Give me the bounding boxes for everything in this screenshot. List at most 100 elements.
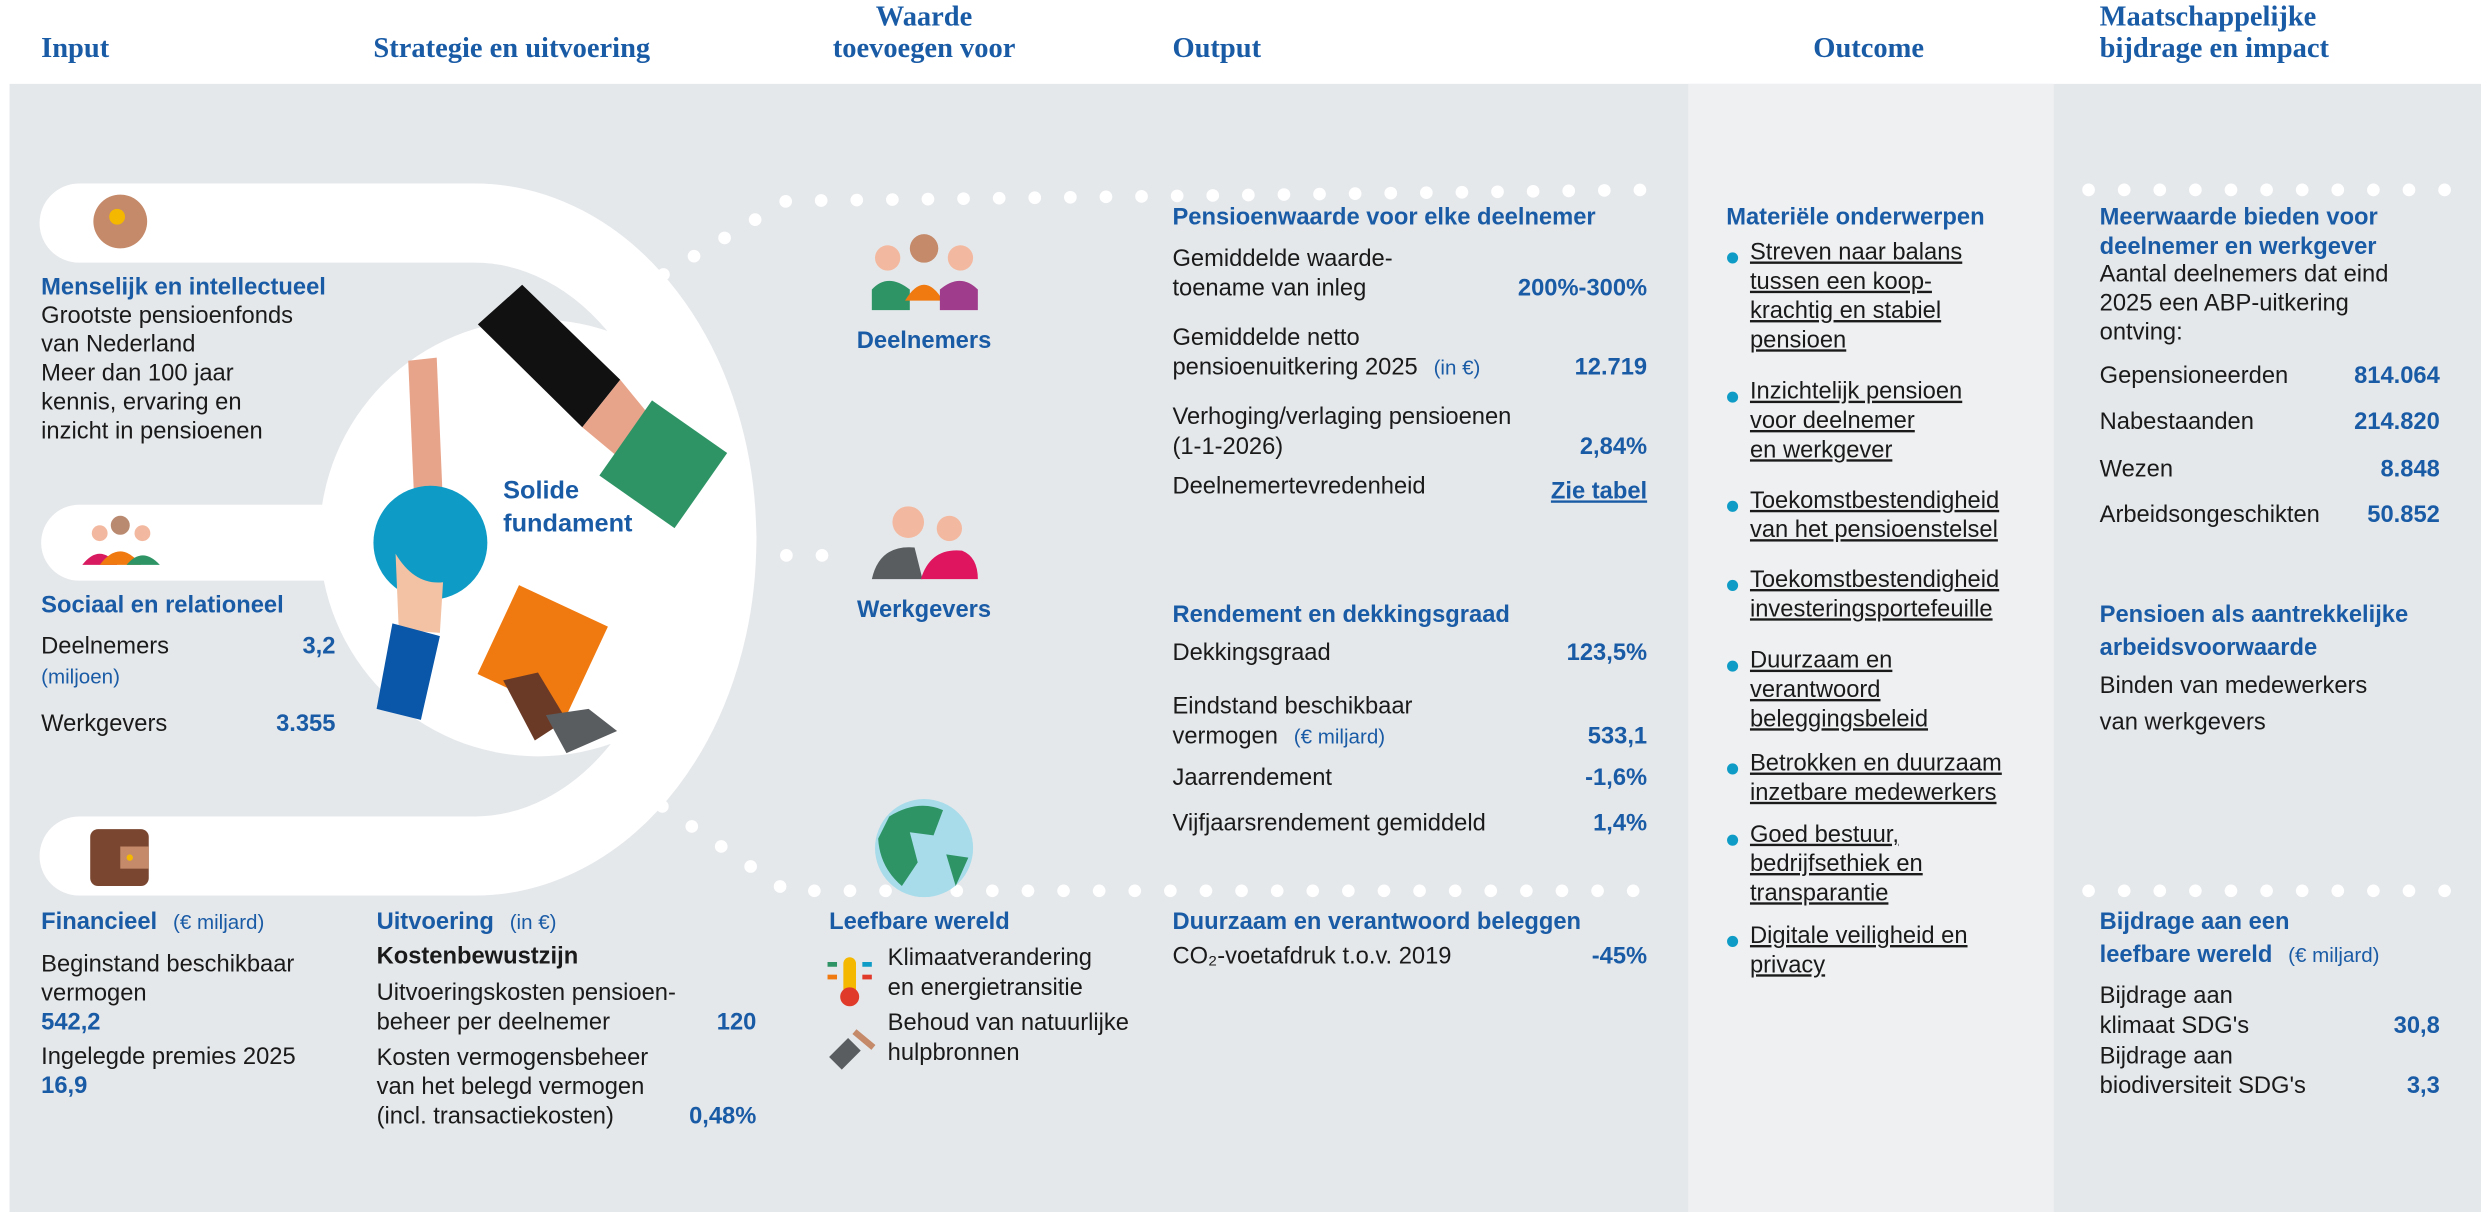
bullet — [1727, 936, 1738, 947]
item-label: toename van inleg — [1172, 276, 1366, 302]
item-label: (incl. transactiekosten) — [377, 1103, 614, 1129]
link[interactable]: Zie tabel — [1551, 478, 1647, 504]
group-label: Deelnemers — [857, 328, 991, 354]
unit: (in €) — [1434, 357, 1481, 380]
item-label: van het belegd vermogen — [377, 1074, 645, 1100]
column-header: Maatschappelijke — [2100, 1, 2317, 32]
bullet — [1727, 835, 1738, 846]
section-title: deelnemer en werkgever — [2100, 234, 2377, 260]
group-label: Werkgevers — [857, 597, 991, 623]
item-label: Gepensioneerden — [2100, 363, 2289, 389]
topic-link[interactable]: voor deelnemer — [1750, 408, 1915, 434]
item-label: beheer per deelnemer — [377, 1009, 610, 1035]
topic-link[interactable]: Goed bestuur, — [1750, 822, 1899, 848]
topic-link[interactable]: krachtig en stabiel — [1750, 298, 1941, 324]
topic-link[interactable]: bedrijfsethiek en — [1750, 851, 1923, 877]
unit: (€ miljard) — [173, 911, 264, 934]
section-title: Duurzaam en verantwoord beleggen — [1172, 909, 1581, 935]
section-title: Pensioenwaarde voor elke deelnemer — [1172, 205, 1595, 231]
body-text: inzicht in pensioenen — [41, 419, 263, 445]
bullet — [1727, 580, 1738, 591]
item-value: 30,8 — [2394, 1013, 2440, 1039]
body-text: Grootste pensioenfonds — [41, 303, 293, 329]
item-value: 3,3 — [2407, 1073, 2440, 1099]
column-header: Waarde — [876, 1, 972, 32]
item-value: -1,6% — [1585, 765, 1647, 791]
topic-link[interactable]: van het pensioenstelsel — [1750, 517, 1998, 543]
topic-link[interactable]: Inzichtelijk pensioen — [1750, 379, 1962, 405]
column-header: bijdrage en impact — [2100, 33, 2330, 64]
topic-link[interactable]: Duurzaam en — [1750, 648, 1892, 674]
topic-link[interactable]: en werkgever — [1750, 437, 1892, 463]
item-value: 50.852 — [2367, 502, 2440, 528]
head-icon — [93, 195, 147, 249]
center-label: fundament — [503, 510, 633, 538]
topic-link[interactable]: privacy — [1750, 952, 1825, 978]
section-title: Menselijk en intellectueel — [41, 274, 326, 300]
section-title: Financieel — [41, 909, 157, 935]
topic-link[interactable]: Digitale veiligheid en — [1750, 923, 1968, 949]
item-label: Gemiddelde waarde- — [1172, 246, 1392, 272]
item-value: 2,84% — [1580, 434, 1647, 460]
item-value: 16,9 — [41, 1073, 87, 1099]
topic-link[interactable]: Betrokken en duurzaam — [1750, 751, 2002, 777]
item-value: 200%-300% — [1518, 276, 1647, 302]
bullet — [1727, 501, 1738, 512]
section-title: Pensioen als aantrekkelijke — [2100, 602, 2409, 628]
globe-icon — [875, 799, 973, 897]
topic-link[interactable]: transparantie — [1750, 880, 1888, 906]
topic-link[interactable]: verantwoord — [1750, 677, 1881, 703]
item-value: 542,2 — [41, 1009, 100, 1035]
wallet-icon — [90, 829, 149, 886]
bullet — [1727, 252, 1738, 263]
column-header: Outcome — [1813, 33, 1924, 64]
item-label: klimaat SDG's — [2100, 1013, 2250, 1039]
item-label: hulpbronnen — [888, 1040, 1020, 1066]
section-title: Materiële onderwerpen — [1726, 205, 1984, 231]
section-title: Rendement en dekkingsgraad — [1172, 602, 1509, 628]
item-value: 1,4% — [1593, 811, 1647, 837]
item-label: vermogen — [41, 980, 146, 1006]
item-label: Nabestaanden — [2100, 409, 2254, 435]
item-label: Bijdrage aan — [2100, 983, 2233, 1009]
item-value: 0,48% — [689, 1103, 756, 1129]
item-value: 3,2 — [302, 633, 335, 659]
item-label: Gemiddelde netto — [1172, 325, 1359, 351]
column-header: toevoegen voor — [833, 33, 1016, 64]
item-value: 123,5% — [1567, 640, 1647, 666]
item-label: Werkgevers — [41, 711, 167, 737]
topic-link[interactable]: inzetbare medewerkers — [1750, 780, 1997, 806]
item-label: biodiversiteit SDG's — [2100, 1073, 2306, 1099]
topic-link[interactable]: beleggingsbeleid — [1750, 706, 1928, 732]
topic-link[interactable]: pensioen — [1750, 327, 1846, 353]
item-value: 120 — [717, 1009, 757, 1035]
item-label: Jaarrendement — [1172, 765, 1332, 791]
topic-link[interactable]: Toekomstbestendigheid — [1750, 567, 1999, 593]
body-text: ontving: — [2100, 320, 2183, 346]
topic-link[interactable]: Streven naar balans — [1750, 239, 1962, 265]
item-label: Vijfjaarsrendement gemiddeld — [1172, 811, 1485, 837]
item-label: Arbeidsongeschikten — [2100, 502, 2320, 528]
item-label: Dekkingsgraad — [1172, 640, 1330, 666]
section-title: Meerwaarde bieden voor — [2100, 205, 2378, 231]
section-title: Bijdrage aan een — [2100, 909, 2290, 935]
item-label: Behoud van natuurlijke — [888, 1010, 1129, 1036]
item-value: 12.719 — [1575, 355, 1648, 381]
subtitle: Kostenbewustzijn — [377, 944, 579, 970]
item-label: Kosten vermogensbeheer — [377, 1045, 649, 1071]
item-label: Wezen — [2100, 456, 2173, 482]
item-label: pensioenuitkering 2025 — [1172, 355, 1417, 381]
item-value: -45% — [1592, 944, 1647, 970]
body-text: Aantal deelnemers dat eind — [2100, 262, 2389, 288]
bullet — [1727, 661, 1738, 672]
item-label: CO₂-voetafdruk t.o.v. 2019 — [1172, 944, 1451, 970]
body-text: van Nederland — [41, 332, 195, 358]
topic-link[interactable]: investeringsportefeuille — [1750, 596, 1993, 622]
unit: (miljoen) — [41, 666, 120, 689]
body-text: 2025 een ABP-uitkering — [2100, 291, 2349, 317]
topic-link[interactable]: Toekomstbestendigheid — [1750, 488, 1999, 514]
unit: (€ miljard) — [2288, 944, 2379, 967]
item-label: Klimaatverandering — [888, 945, 1092, 971]
item-label: Uitvoeringskosten pensioen- — [377, 980, 676, 1006]
topic-link[interactable]: tussen een koop- — [1750, 269, 1932, 295]
